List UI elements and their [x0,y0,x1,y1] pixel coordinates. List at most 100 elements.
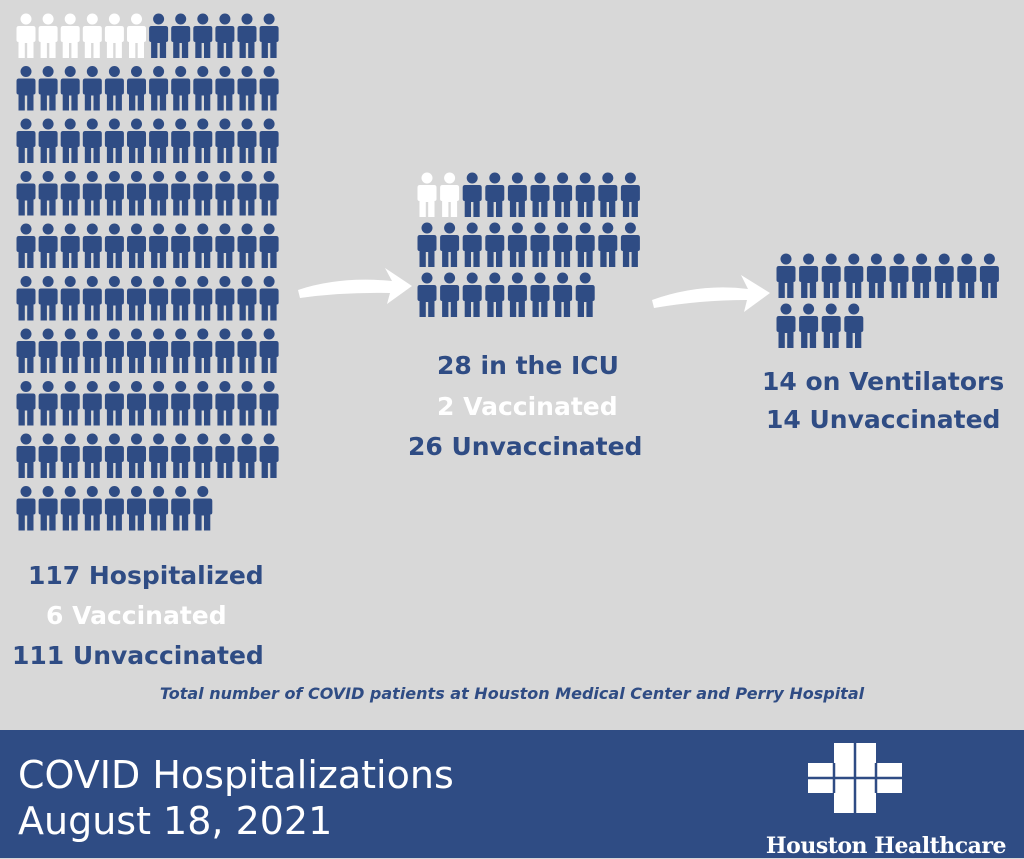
unvaccinated-person-icon [149,486,169,531]
unvaccinated-person-icon [38,276,58,321]
unvaccinated-person-icon [259,328,279,373]
unvaccinated-person-icon [16,381,36,426]
unvaccinated-person-icon [171,118,191,163]
unvaccinated-person-icon [462,272,482,317]
unvaccinated-person-icon [127,486,146,531]
unvaccinated-person-icon [38,381,58,426]
vaccinated-person-icon [38,13,58,58]
ventilator-total-label: 14 on Ventilators [762,367,1005,396]
unvaccinated-person-icon [530,272,550,317]
unvaccinated-person-icon [462,222,482,267]
unvaccinated-person-icon [553,272,573,317]
unvaccinated-person-icon [60,276,80,321]
unvaccinated-person-icon [104,171,124,216]
chart-caption: Total number of COVID patients at Housto… [159,684,865,703]
unvaccinated-person-icon [38,66,58,111]
unvaccinated-person-icon [776,253,796,298]
unvaccinated-person-icon [259,171,279,216]
unvaccinated-person-icon [171,171,191,216]
unvaccinated-person-icon [507,272,527,317]
vaccinated-person-icon [82,13,102,58]
unvaccinated-person-icon [127,171,146,216]
unvaccinated-person-icon [215,13,235,58]
unvaccinated-person-icon [149,13,169,58]
unvaccinated-person-icon [104,433,124,478]
unvaccinated-person-icon [16,276,36,321]
unvaccinated-person-icon [237,276,257,321]
unvaccinated-person-icon [575,172,595,217]
unvaccinated-person-icon [171,13,191,58]
unvaccinated-person-icon [127,276,146,321]
unvaccinated-person-icon [193,171,213,216]
arrow-right-icon [652,275,770,312]
unvaccinated-person-icon [440,222,460,267]
unvaccinated-person-icon [598,172,618,217]
unvaccinated-person-icon [485,272,505,317]
unvaccinated-person-icon [171,223,191,268]
unvaccinated-person-icon [82,381,102,426]
unvaccinated-person-icon [127,223,146,268]
unvaccinated-person-icon [957,253,977,298]
unvaccinated-person-icon [149,433,169,478]
unvaccinated-person-icon [104,381,124,426]
unvaccinated-person-icon [530,222,550,267]
unvaccinated-person-icon [127,66,146,111]
unvaccinated-person-icon [38,328,58,373]
unvaccinated-person-icon [82,118,102,163]
unvaccinated-person-icon [60,223,80,268]
unvaccinated-person-icon [215,118,235,163]
unvaccinated-person-icon [104,328,124,373]
unvaccinated-person-icon [38,486,58,531]
vaccinated-person-icon [104,13,124,58]
unvaccinated-person-icon [485,172,505,217]
unvaccinated-person-icon [104,276,124,321]
unvaccinated-person-icon [507,172,527,217]
icu-pictograph [417,172,640,317]
unvaccinated-person-icon [193,66,213,111]
unvaccinated-person-icon [16,223,36,268]
unvaccinated-person-icon [193,486,213,531]
vaccinated-person-icon [60,13,80,58]
unvaccinated-person-icon [82,276,102,321]
unvaccinated-person-icon [149,223,169,268]
infographic: 117 Hospitalized 6 Vaccinated 111 Unvacc… [12,13,1005,703]
unvaccinated-person-icon [60,328,80,373]
unvaccinated-person-icon [259,223,279,268]
unvaccinated-person-icon [60,381,80,426]
page-date: August 18, 2021 [18,799,333,843]
unvaccinated-person-icon [237,328,257,373]
unvaccinated-person-icon [215,328,235,373]
unvaccinated-person-icon [104,118,124,163]
unvaccinated-person-icon [259,381,279,426]
unvaccinated-person-icon [149,118,169,163]
hospitalized-unvaccinated-label: 111 Unvaccinated [12,641,264,670]
brand-name: Houston Healthcare [765,833,1007,859]
unvaccinated-person-icon [82,223,102,268]
unvaccinated-person-icon [215,66,235,111]
unvaccinated-person-icon [237,171,257,216]
unvaccinated-person-icon [620,172,640,217]
unvaccinated-person-icon [620,222,640,267]
unvaccinated-person-icon [171,381,191,426]
unvaccinated-person-icon [38,118,58,163]
unvaccinated-person-icon [60,66,80,111]
unvaccinated-person-icon [149,328,169,373]
unvaccinated-person-icon [417,222,437,267]
unvaccinated-person-icon [821,303,841,348]
unvaccinated-person-icon [149,66,169,111]
unvaccinated-person-icon [171,66,191,111]
unvaccinated-person-icon [237,118,257,163]
unvaccinated-person-icon [82,171,102,216]
unvaccinated-person-icon [237,223,257,268]
unvaccinated-person-icon [193,118,213,163]
unvaccinated-person-icon [16,171,36,216]
unvaccinated-person-icon [127,381,146,426]
unvaccinated-person-icon [38,171,58,216]
unvaccinated-person-icon [171,433,191,478]
unvaccinated-person-icon [82,66,102,111]
unvaccinated-person-icon [16,328,36,373]
unvaccinated-person-icon [979,253,999,298]
unvaccinated-person-icon [440,272,460,317]
unvaccinated-person-icon [866,253,886,298]
unvaccinated-person-icon [193,223,213,268]
